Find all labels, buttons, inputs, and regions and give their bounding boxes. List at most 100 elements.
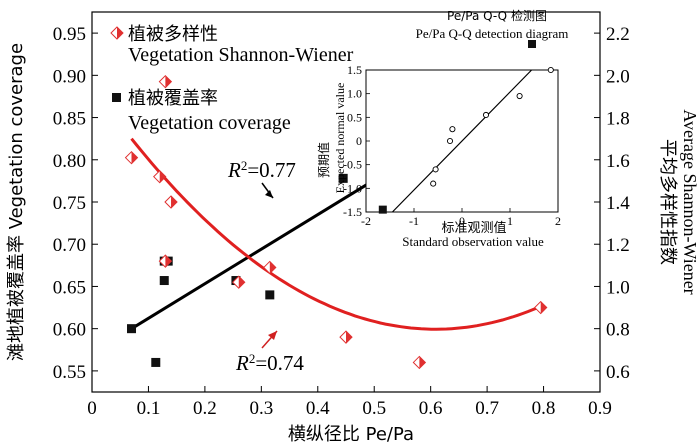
x-tick-label: 0.7 <box>475 398 499 419</box>
inset-x-tick-label: 1 <box>507 214 513 228</box>
shannon-point <box>534 300 548 315</box>
inset-x-tick-label: -2 <box>361 214 371 228</box>
y-right-tick-label: 0.6 <box>606 362 630 383</box>
y-left-tick-label: 0.75 <box>53 193 86 214</box>
shannon-point <box>158 74 173 89</box>
x-tick-label: 0.2 <box>193 398 217 419</box>
inset-point <box>516 92 523 100</box>
shannon-point <box>232 275 246 289</box>
inset-x-tick-label: -1 <box>409 214 419 228</box>
y-left-tick-label: 0.55 <box>53 362 86 383</box>
legend-marker-coverage <box>112 93 121 102</box>
legend-label-coverage-cn: 植被覆盖率 <box>128 88 218 109</box>
inset-y-tick-label: 1.0 <box>347 87 362 101</box>
y-right-axis-label-cn: 平均多样性指数 <box>657 139 678 265</box>
x-tick-label: 0.5 <box>362 398 386 419</box>
coverage-point <box>151 357 161 367</box>
shannon-point <box>412 355 427 370</box>
y-left-tick-label: 0.95 <box>53 24 86 45</box>
shannon-point <box>339 330 353 344</box>
marker-fill <box>159 170 166 183</box>
x-tick-label: 0.8 <box>532 398 556 419</box>
shannon-point <box>158 254 173 268</box>
marker-fill <box>419 356 426 369</box>
marker-fill <box>117 27 123 39</box>
x-tick-label: 0.1 <box>137 398 161 419</box>
y-right-tick-label: 1.8 <box>606 109 630 130</box>
inset-y-tick-label: 0 <box>356 134 362 148</box>
legend-label-coverage-en: Vegetation coverage <box>128 112 291 134</box>
y-left-axis-label: 滩地植被覆盖率 Vegetation coverage <box>6 43 27 361</box>
inset-x-tick-label: 2 <box>555 214 561 228</box>
shannon-point <box>153 169 167 184</box>
inset-reference-line <box>391 69 533 213</box>
y-right-tick-label: 1.2 <box>606 235 630 256</box>
marker-fill <box>346 331 352 344</box>
inset-y-label-en: Expected normal value <box>333 83 347 194</box>
inset-y-tick-label: -1.0 <box>343 181 362 195</box>
marker-fill <box>540 301 547 314</box>
marker-fill <box>165 75 172 88</box>
inset-title-marker <box>528 40 536 48</box>
marker-fill <box>131 151 138 164</box>
shannon-point <box>124 150 139 165</box>
y-left-tick-label: 0.70 <box>53 235 86 256</box>
inset-y-label-cn: 预期值 <box>316 142 331 178</box>
y-left-tick-label: 0.60 <box>53 320 86 341</box>
inset-x-label-cn: 标准观测值 <box>441 220 506 236</box>
y-left-tick-label: 0.65 <box>53 277 86 298</box>
inset-x-label-en: Standard observation value <box>402 234 544 249</box>
coverage-fit-line <box>130 178 376 330</box>
y-right-tick-label: 2.0 <box>606 66 630 87</box>
r2-label-shannon: R2=0.74 <box>235 351 304 376</box>
inset-title-line2: Pe/Pa Q-Q detection diagram <box>416 26 569 41</box>
r2-arrowhead-shannon <box>268 331 277 340</box>
inset-point <box>378 205 387 214</box>
coverage-point <box>338 173 348 183</box>
legend-label-shannon-cn: 植被多样性 <box>128 24 218 45</box>
inset-title-line1: Pe/Pa Q-Q 检测图 <box>447 8 547 23</box>
legend-label-shannon-en: Vegetation Shannon-Wiener <box>128 44 354 66</box>
inset-point <box>432 166 439 173</box>
x-tick-label: 0.6 <box>419 398 443 419</box>
y-left-tick-label: 0.85 <box>53 109 86 130</box>
y-left-tick-label: 0.90 <box>53 66 86 87</box>
inset-y-tick-label: -1.5 <box>343 205 362 219</box>
x-tick-label: 0.9 <box>588 398 612 419</box>
r2-arrowhead-coverage <box>265 190 273 198</box>
inset-y-tick-label: 1.5 <box>347 63 362 77</box>
inset-y-tick-label: 0.5 <box>347 110 362 124</box>
x-tick-label: 0 <box>87 398 97 419</box>
y-right-tick-label: 1.4 <box>606 193 630 214</box>
y-right-tick-label: 1.0 <box>606 277 630 298</box>
shannon-point <box>263 260 277 275</box>
r2-label-coverage: R2=0.77 <box>227 158 296 183</box>
y-right-tick-label: 0.8 <box>606 320 630 341</box>
shannon-fit-curve <box>130 137 539 331</box>
y-right-tick-label: 2.2 <box>606 24 630 45</box>
x-axis-label: 横纵径比 Pe/Pa <box>288 424 414 445</box>
x-tick-label: 0.4 <box>306 398 330 419</box>
shannon-point <box>164 195 178 209</box>
inset-point <box>430 180 437 187</box>
inset-point <box>482 111 490 119</box>
inset-point <box>547 66 554 74</box>
marker-fill <box>165 255 172 268</box>
legend-marker-shannon <box>110 26 124 40</box>
inset-point <box>449 126 456 133</box>
coverage-point <box>127 324 137 334</box>
y-left-tick-label: 0.80 <box>53 151 86 172</box>
inset-x-tick-label: 0 <box>459 214 465 228</box>
main-plot: 0 0.1 0.2 0.3 0.4 0.5 0.6 0.7 0.8 0.90.550.600.65… <box>6 11 700 445</box>
inset-y-tick-label: -0.5 <box>343 158 362 172</box>
qq-inset-plot: -2 -1 0 1 2 -1.5 -1.0 -0.5 0 0.5 1.0 1.5 Pe/Pa Q-Q 检… <box>316 8 568 249</box>
y-right-tick-label: 1.6 <box>606 151 630 172</box>
inset-point <box>446 137 454 145</box>
coverage-point <box>265 290 275 300</box>
marker-fill <box>238 276 245 289</box>
marker-fill <box>269 261 276 274</box>
x-tick-label: 0.3 <box>249 398 273 419</box>
coverage-point <box>159 276 169 286</box>
y-right-axis-label-en: Average Shannon-Wiener <box>680 109 700 294</box>
